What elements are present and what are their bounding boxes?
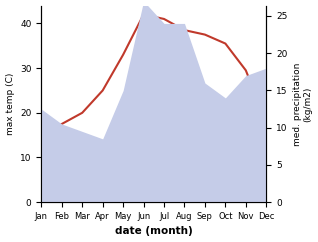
X-axis label: date (month): date (month)	[115, 227, 193, 236]
Y-axis label: med. precipitation
(kg/m2): med. precipitation (kg/m2)	[293, 62, 313, 145]
Y-axis label: max temp (C): max temp (C)	[5, 73, 15, 135]
